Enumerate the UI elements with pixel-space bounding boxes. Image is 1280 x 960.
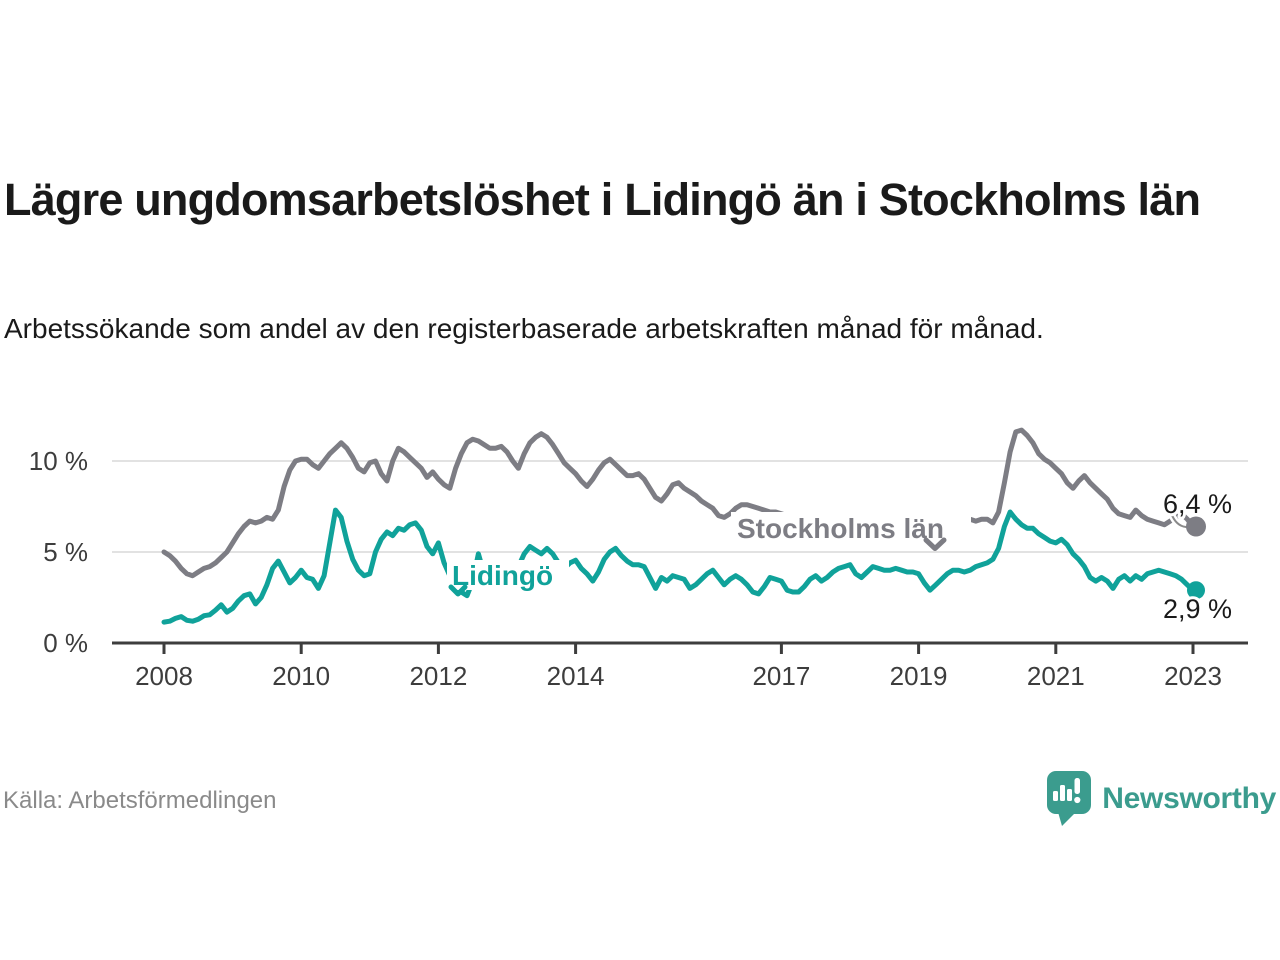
newsworthy-logo: Newsworthy xyxy=(1046,770,1276,827)
series-line-lidingo xyxy=(161,507,1196,625)
series-label-plate xyxy=(731,512,971,543)
x-axis: 2008 2010 2012 2014 2017 2019 2021 2023 xyxy=(112,641,1248,691)
series-end-value-lidingo: 2,9 % xyxy=(1163,594,1232,624)
y-tick-label: 10 % xyxy=(29,446,88,476)
x-tick-label: 2010 xyxy=(272,661,330,691)
series-label-caret xyxy=(923,537,947,551)
x-tick-label: 2019 xyxy=(890,661,948,691)
newsworthy-logo-icon xyxy=(1047,771,1092,826)
y-axis: 0 % 5 % 10 % xyxy=(29,446,88,658)
series-end-dot-lidingo xyxy=(1187,581,1206,600)
series-label-text: Lidingö xyxy=(452,560,553,591)
series-label-lidingo: Lidingö xyxy=(447,560,569,597)
x-tick-label: 2017 xyxy=(752,661,810,691)
series-label-stockholms-lan: Stockholms län xyxy=(731,512,971,551)
series-label-caret xyxy=(448,584,468,597)
value-leader xyxy=(1170,512,1187,528)
source-note: Källa: Arbetsförmedlingen xyxy=(3,787,277,814)
chart-subtitle: Arbetssökande som andel av den registerb… xyxy=(4,313,1044,344)
series-end-dot-stockholms-lan xyxy=(1186,516,1207,537)
x-tick-label: 2012 xyxy=(409,661,467,691)
page-title: Lägre ungdomsarbetslöshet i Lidingö än i… xyxy=(4,174,1201,226)
x-tick-label: 2023 xyxy=(1164,661,1222,691)
x-tick-label: 2008 xyxy=(135,661,193,691)
newsworthy-logo-text: Newsworthy xyxy=(1102,781,1276,815)
x-tick-label: 2014 xyxy=(547,661,605,691)
x-tick-label: 2021 xyxy=(1027,661,1085,691)
y-tick-label: 0 % xyxy=(43,628,88,658)
series-line-stockholms-lan xyxy=(161,427,1196,579)
series-end-value-stockholms-lan: 6,4 % xyxy=(1163,489,1232,519)
series-label-plate xyxy=(447,560,569,590)
y-tick-label: 5 % xyxy=(43,537,88,567)
grid-lines xyxy=(112,460,1248,553)
series-label-text: Stockholms län xyxy=(737,513,944,544)
